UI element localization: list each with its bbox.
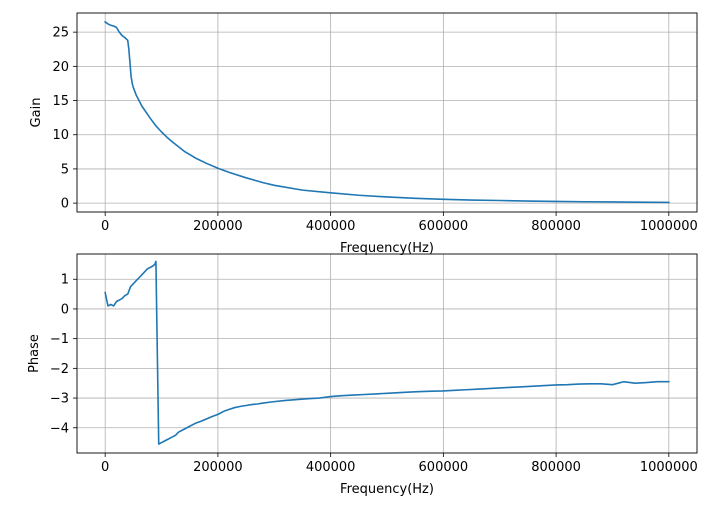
phase-series-line — [104, 260, 670, 445]
gain-y-axis-label: Gain — [29, 98, 44, 128]
phase-axes-frame — [76, 253, 698, 454]
phase-y-tick-label: −2 — [50, 362, 69, 377]
phase-y-axis-label: Phase — [27, 334, 42, 373]
gain-y-tick-label: 10 — [52, 128, 69, 143]
phase-y-tick-label: 1 — [61, 273, 69, 288]
gain-x-axis-label: Frequency(Hz) — [340, 241, 434, 256]
gain-x-tick-label: 600000 — [419, 219, 469, 234]
phase-x-tick-label: 200000 — [193, 460, 243, 475]
phase-x-tick-label: 800000 — [531, 460, 581, 475]
gain-plot: 0 200000 400000 600000 800000 1000000 0 5 10 15 20… — [29, 12, 698, 256]
phase-x-tick-label: 400000 — [306, 460, 356, 475]
gain-x-tick-label: 0 — [101, 219, 109, 234]
phase-y-tick-label: −4 — [50, 421, 69, 436]
gain-y-tick-label: 0 — [61, 197, 69, 212]
gain-y-tick-label: 5 — [61, 162, 69, 177]
phase-x-tick-label: 1000000 — [640, 460, 698, 475]
gain-series-line — [104, 20, 670, 204]
phase-plot: 0 200000 400000 600000 800000 1000000 1 0 −1 −2 −3… — [27, 253, 698, 497]
phase-x-axis-label: Frequency(Hz) — [340, 482, 434, 497]
gain-x-tick-label: 200000 — [193, 219, 243, 234]
gain-x-tick-label: 1000000 — [640, 219, 698, 234]
gain-y-tick-label: 20 — [52, 60, 69, 75]
phase-x-tick-label: 0 — [101, 460, 109, 475]
gain-y-tick-label: 25 — [52, 26, 69, 41]
gain-x-tick-label: 400000 — [306, 219, 356, 234]
phase-x-tick-label: 600000 — [419, 460, 469, 475]
phase-y-tick-label: 0 — [61, 302, 69, 317]
gain-y-tick-label: 15 — [52, 94, 69, 109]
phase-y-tick-label: −1 — [50, 332, 69, 347]
gain-x-tick-label: 800000 — [531, 219, 581, 234]
gain-axes-frame — [76, 12, 698, 213]
phase-y-tick-label: −3 — [50, 392, 69, 407]
